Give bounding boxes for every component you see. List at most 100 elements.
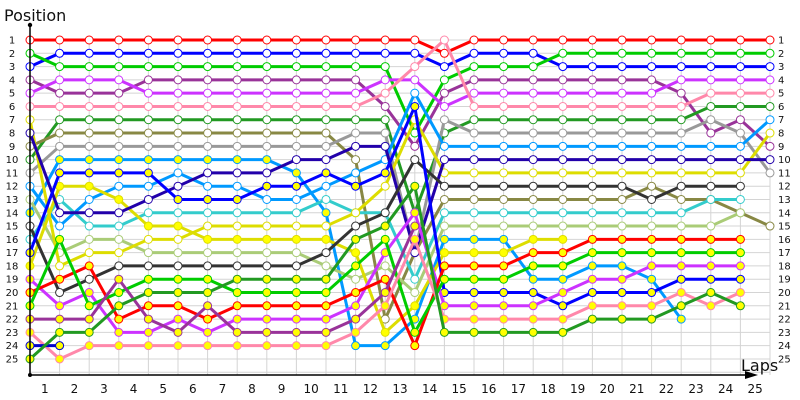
data-point [410,274,420,284]
data-point [528,261,538,271]
y-tick-label-left: 22 [6,315,19,326]
data-point [735,48,745,58]
series-line [30,38,770,55]
data-point [291,288,301,298]
data-point [380,327,390,337]
data-point [439,181,449,191]
data-point [55,261,65,271]
data-point [735,128,745,138]
data-point [55,62,65,72]
data-point [469,168,479,178]
data-point [735,62,745,72]
data-point [587,288,597,298]
data-point [528,274,538,284]
data-point [735,274,745,284]
data-point [676,288,686,298]
x-tick-label: 8 [248,382,256,396]
data-point [380,341,390,351]
data-point [647,128,657,138]
data-point [439,48,449,58]
data-point [55,341,65,351]
x-tick-label: 17 [511,382,526,396]
x-tick-label: 24 [718,382,733,396]
data-point [647,155,657,165]
data-point [351,168,361,178]
y-tick-label-right: 13 [778,195,791,206]
data-point [676,88,686,98]
data-point [203,75,213,85]
data-point [439,221,449,231]
data-point [410,288,420,298]
y-tick-label-right: 2 [778,49,784,60]
data-point [291,168,301,178]
data-point [321,128,331,138]
x-tick-label: 16 [481,382,496,396]
data-point [617,274,627,284]
series-3 [25,48,775,138]
data-point [262,261,272,271]
data-point [114,234,124,244]
data-point [203,301,213,311]
data-point [410,327,420,337]
data-point [380,208,390,218]
series-line [28,104,770,215]
data-point [499,194,509,204]
y-tick-label-right: 14 [778,208,791,219]
data-point [55,168,65,178]
data-point [528,181,538,191]
data-point [321,101,331,111]
x-tick-label: 23 [688,382,703,396]
data-point [232,221,242,231]
data-point [321,261,331,271]
data-point [232,288,242,298]
data-point [173,194,183,204]
series-15 [25,181,568,337]
data-point [528,234,538,244]
y-tick-label-right: 7 [778,115,784,126]
data-point [291,155,301,165]
data-point [735,208,745,218]
series-21 [25,234,745,337]
data-point [84,75,94,85]
data-point [380,88,390,98]
data-point [55,354,65,364]
data-point [173,314,183,324]
data-point [114,48,124,58]
data-point [55,208,65,218]
data-point [469,155,479,165]
data-point [55,35,65,45]
data-point [410,48,420,58]
data-point [706,35,716,45]
data-point [499,101,509,111]
data-point [262,288,272,298]
data-point [558,181,568,191]
data-point [676,75,686,85]
data-point [291,248,301,258]
data-point [291,208,301,218]
data-point [676,234,686,244]
data-point [587,181,597,191]
data-point [410,341,420,351]
data-point [143,194,153,204]
data-point [173,101,183,111]
data-point [469,208,479,218]
data-point [203,141,213,151]
data-point [735,261,745,271]
data-point [291,141,301,151]
data-point [143,115,153,125]
data-point [499,62,509,72]
data-point [291,301,301,311]
data-point [55,274,65,284]
data-point [587,314,597,324]
data-point [558,261,568,271]
x-tick-label: 6 [189,382,197,396]
data-point [647,274,657,284]
data-point [558,248,568,258]
data-point [232,234,242,244]
data-point [617,141,627,151]
data-point [84,341,94,351]
data-point [647,301,657,311]
x-tick-label: 2 [71,382,79,396]
data-point [84,274,94,284]
data-point [528,248,538,258]
